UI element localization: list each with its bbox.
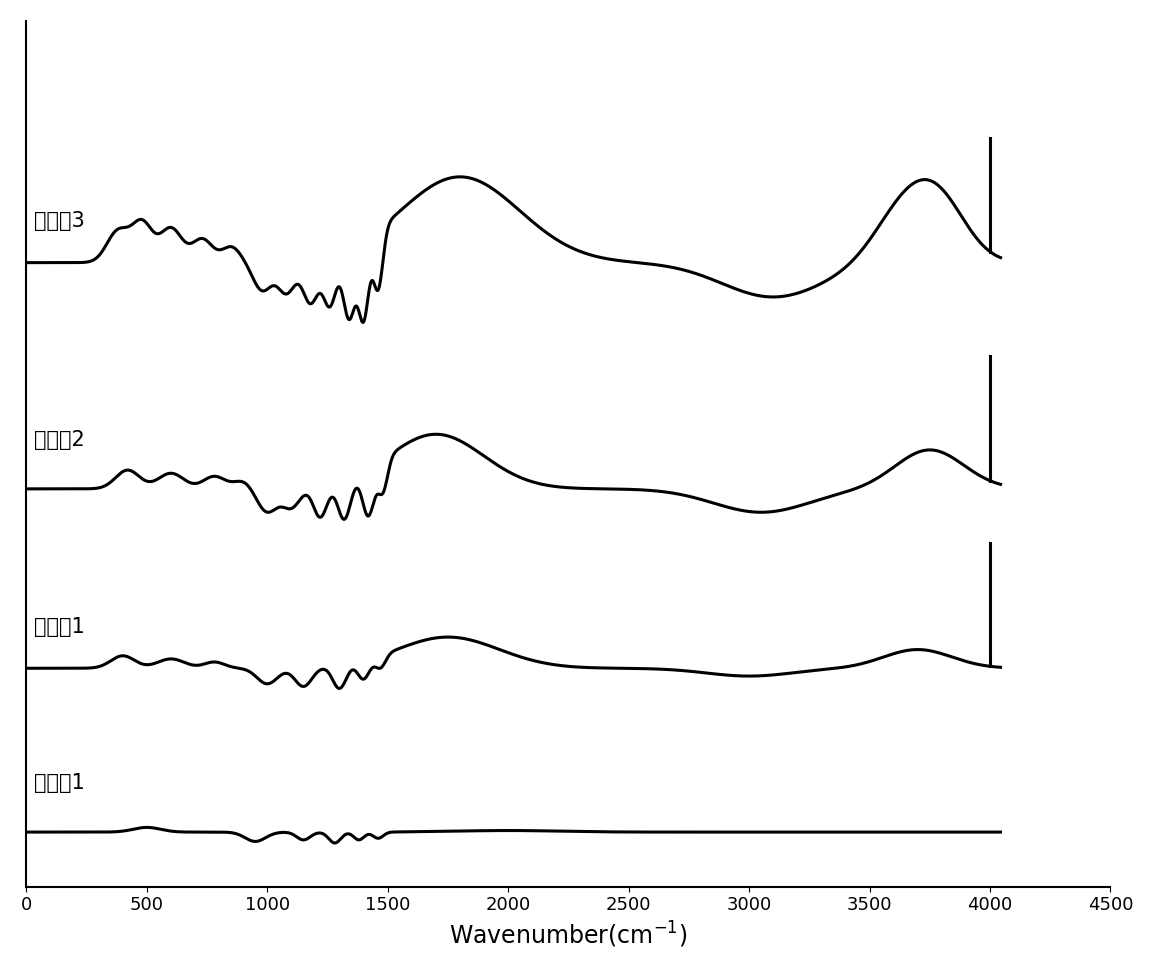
Text: 实施例3: 实施例3: [33, 212, 84, 231]
Text: 实施例2: 实施例2: [33, 430, 84, 450]
X-axis label: Wavenumber(cm$^{-1}$): Wavenumber(cm$^{-1}$): [449, 920, 688, 951]
Text: 对比例1: 对比例1: [33, 773, 84, 793]
Text: 实施例1: 实施例1: [33, 618, 84, 637]
